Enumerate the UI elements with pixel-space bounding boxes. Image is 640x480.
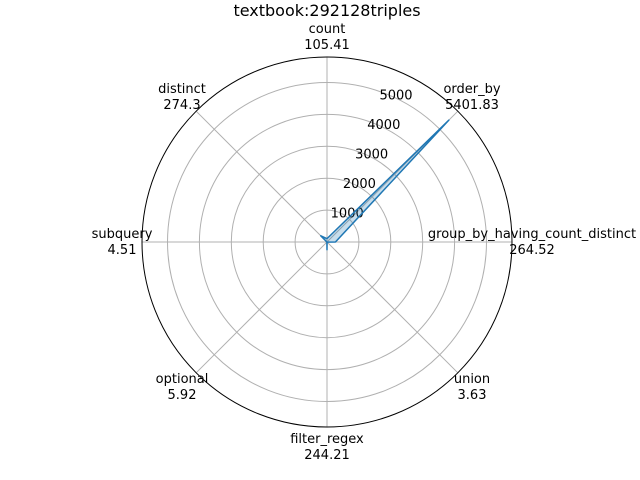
category-value: 105.41 (304, 38, 350, 53)
category-name: group_by_having_count_distinct (428, 227, 636, 242)
category-name: order_by (443, 82, 500, 97)
category-value: 274.3 (163, 98, 200, 113)
category-value: 5401.83 (445, 98, 499, 113)
radial-tick-label: 4000 (367, 118, 400, 133)
category-value: 5.92 (168, 388, 197, 403)
radial-tick-label: 2000 (343, 177, 376, 192)
category-name: filter_regex (290, 432, 364, 447)
category-name: subquery (92, 227, 153, 242)
polar-frame (141, 56, 513, 428)
grid-spoke (195, 110, 328, 243)
category-value: 3.63 (458, 388, 487, 403)
radial-tick-label: 5000 (379, 89, 412, 104)
radial-tick-label: 3000 (355, 148, 388, 163)
category-name: union (454, 372, 490, 387)
category-value: 264.52 (509, 243, 555, 258)
category-value: 244.21 (304, 448, 350, 463)
category-value: 4.51 (108, 243, 137, 258)
grid-spoke (195, 241, 328, 374)
category-name: count (309, 22, 346, 37)
category-name: distinct (158, 82, 206, 97)
category-name: optional (156, 372, 209, 387)
grid (141, 56, 513, 428)
grid-spoke (326, 241, 459, 374)
series-area (320, 120, 449, 250)
series-line (320, 119, 450, 251)
series (320, 119, 450, 251)
chart-title: textbook:292128triples (233, 1, 420, 20)
